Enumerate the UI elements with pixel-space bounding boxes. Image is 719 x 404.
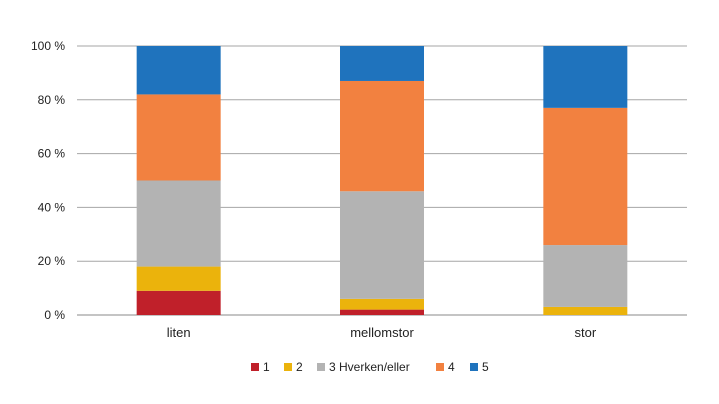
y-tick-label: 60 % <box>38 147 66 161</box>
legend-swatch <box>436 363 444 371</box>
bar-segment-mellomstor-series-0 <box>340 309 424 315</box>
bar-segment-liten-series-1 <box>136 266 221 291</box>
x-category-label: liten <box>167 325 191 340</box>
bar-segment-mellomstor-series-1 <box>340 298 424 310</box>
y-tick-label: 40 % <box>38 200 66 214</box>
y-tick-label: 100 % <box>31 39 65 53</box>
legend-item: 5 <box>470 360 489 374</box>
bar-segment-mellomstor-series-2 <box>340 191 424 299</box>
bar-segment-stor-series-3 <box>543 107 628 246</box>
legend-item: 4 <box>436 360 455 374</box>
x-category-label: mellomstor <box>350 325 414 340</box>
legend-label: 3 Hverken/eller <box>329 360 410 374</box>
legend: 1 2 3 Hverken/eller 4 5 <box>251 360 489 374</box>
y-tick-label: 80 % <box>38 93 66 107</box>
bar-segment-mellomstor-series-4 <box>340 46 424 81</box>
x-category-label: stor <box>574 325 596 340</box>
y-axis-ticks: 0 % 20 % 40 % 60 % 80 % 100 % <box>31 39 65 322</box>
bar-stack-mellomstor <box>340 46 424 315</box>
legend-swatch <box>317 363 325 371</box>
bar-segment-liten-series-3 <box>136 94 221 181</box>
legend-item: 1 <box>251 360 270 374</box>
bars <box>136 46 628 315</box>
bar-segment-liten-series-2 <box>136 180 221 267</box>
legend-swatch <box>284 363 292 371</box>
bar-stack-stor <box>543 46 628 315</box>
legend-label: 1 <box>263 360 270 374</box>
x-axis-labels: liten mellomstor stor <box>167 325 597 340</box>
bar-segment-stor-series-1 <box>543 306 628 315</box>
legend-item: 3 Hverken/eller <box>317 360 410 374</box>
bar-segment-mellomstor-series-3 <box>340 80 424 192</box>
legend-label: 4 <box>448 360 455 374</box>
legend-swatch <box>470 363 478 371</box>
legend-label: 5 <box>482 360 489 374</box>
bar-stack-liten <box>136 46 221 315</box>
bar-segment-liten-series-0 <box>136 290 221 315</box>
legend-label: 2 <box>296 360 303 374</box>
bar-segment-stor-series-2 <box>543 245 628 307</box>
y-tick-label: 0 % <box>44 308 65 322</box>
bar-segment-stor-series-4 <box>543 46 628 108</box>
legend-item: 2 <box>284 360 303 374</box>
legend-swatch <box>251 363 259 371</box>
y-tick-label: 20 % <box>38 254 66 268</box>
bar-segment-liten-series-4 <box>136 46 221 95</box>
